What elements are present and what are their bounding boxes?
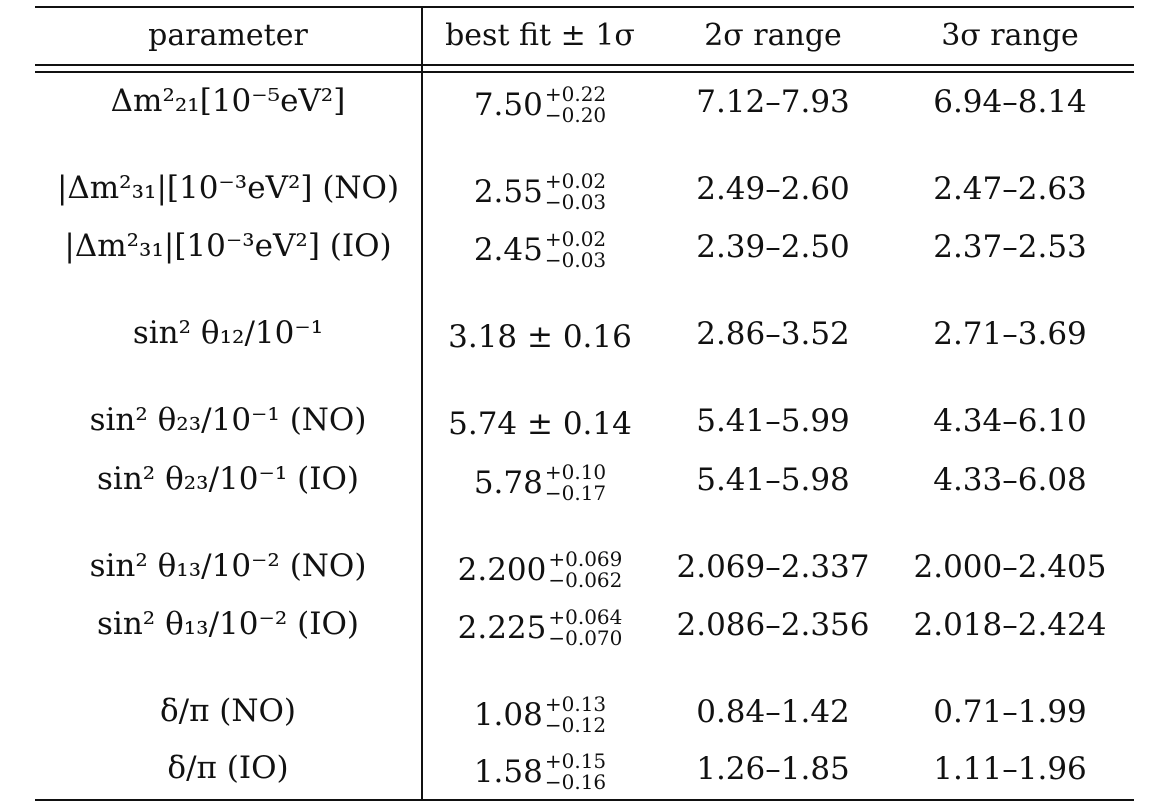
row-best-fit: 3.18 ± 0.16	[448, 313, 632, 357]
header-rule-1	[35, 64, 1134, 66]
best-fit-value: 1.08	[473, 696, 543, 733]
row-3sigma-range: 4.34–6.10	[933, 403, 1087, 439]
uncertainty-minus: −0.17	[544, 480, 607, 505]
uncertainty: +0.13 −0.12	[544, 691, 607, 737]
best-fit-value: 1.58	[473, 753, 543, 790]
uncertainty: +0.22 −0.20	[544, 81, 607, 127]
uncertainty-plus: +0.02	[544, 226, 607, 251]
best-fit-value: 2.55	[473, 173, 543, 210]
uncertainty-minus: −0.062	[548, 567, 623, 592]
row-parameter-label: Δm²₂₁[10⁻⁵eV²]	[110, 83, 346, 119]
row-parameter-label: sin² θ₁₂/10⁻¹	[132, 315, 324, 351]
row-2sigma-range: 2.49–2.60	[696, 171, 850, 207]
row-3sigma-range: 1.11–1.96	[933, 751, 1087, 787]
uncertainty-plus: +0.10	[544, 459, 607, 484]
header-2sigma-range: 2σ range	[704, 18, 842, 53]
bottom-rule	[35, 799, 1134, 801]
uncertainty-minus: −0.070	[548, 625, 623, 650]
header-3sigma-range: 3σ range	[941, 18, 1079, 53]
row-best-fit: 2.45 +0.02 −0.03	[474, 226, 606, 270]
row-best-fit: 2.55 +0.02 −0.03	[474, 168, 606, 212]
uncertainty: +0.15 −0.16	[544, 748, 607, 794]
uncertainty: +0.10 −0.17	[544, 459, 607, 505]
row-2sigma-range: 7.12–7.93	[696, 84, 850, 120]
row-best-fit: 7.50 +0.22 −0.20	[474, 81, 606, 125]
uncertainty-minus: −0.03	[544, 247, 607, 272]
row-3sigma-range: 2.018–2.424	[913, 607, 1107, 643]
row-parameter-label: |Δm²₃₁|[10⁻³eV²] (NO)	[56, 170, 400, 206]
row-parameter-label: sin² θ₂₃/10⁻¹ (IO)	[97, 461, 359, 497]
row-3sigma-range: 6.94–8.14	[933, 84, 1087, 120]
row-parameter-label: |Δm²₃₁|[10⁻³eV²] (IO)	[64, 228, 392, 264]
uncertainty-minus: −0.16	[544, 769, 607, 794]
row-2sigma-range: 5.41–5.98	[696, 462, 850, 498]
row-2sigma-range: 5.41–5.99	[696, 403, 850, 439]
row-2sigma-range: 2.86–3.52	[696, 316, 850, 352]
best-fit-value: 5.74 ± 0.14	[448, 405, 632, 442]
best-fit-value: 7.50	[473, 86, 543, 123]
row-parameter-label: δ/π (IO)	[167, 750, 289, 786]
uncertainty-minus: −0.20	[544, 102, 607, 127]
uncertainty-plus: +0.064	[548, 604, 623, 629]
row-3sigma-range: 2.000–2.405	[913, 549, 1107, 585]
best-fit-value: 3.18 ± 0.16	[448, 318, 632, 355]
header-rule-2	[35, 71, 1134, 73]
uncertainty-plus: +0.02	[544, 168, 607, 193]
uncertainty-plus: +0.069	[548, 546, 623, 571]
uncertainty-minus: −0.12	[544, 712, 607, 737]
uncertainty: +0.02 −0.03	[544, 226, 607, 272]
row-best-fit: 2.200 +0.069 −0.062	[458, 546, 623, 590]
header-best-fit: best fit ± 1σ	[445, 18, 635, 53]
column-divider	[421, 6, 423, 801]
row-2sigma-range: 1.26–1.85	[696, 751, 850, 787]
row-3sigma-range: 2.47–2.63	[933, 171, 1087, 207]
uncertainty-plus: +0.13	[544, 691, 607, 716]
row-3sigma-range: 4.33–6.08	[933, 462, 1087, 498]
row-best-fit: 1.58 +0.15 −0.16	[474, 748, 606, 792]
row-best-fit: 5.78 +0.10 −0.17	[474, 459, 606, 503]
uncertainty-minus: −0.03	[544, 189, 607, 214]
row-best-fit: 1.08 +0.13 −0.12	[474, 691, 606, 735]
best-fit-value: 2.225	[457, 609, 547, 646]
row-parameter-label: δ/π (NO)	[159, 693, 297, 729]
row-2sigma-range: 2.39–2.50	[696, 229, 850, 265]
uncertainty-plus: +0.22	[544, 81, 607, 106]
row-parameter-label: sin² θ₁₃/10⁻² (IO)	[97, 606, 359, 642]
top-rule	[35, 6, 1134, 8]
best-fit-value: 2.45	[473, 231, 543, 268]
row-best-fit: 2.225 +0.064 −0.070	[458, 604, 623, 648]
header-parameter: parameter	[148, 18, 308, 53]
uncertainty: +0.064 −0.070	[548, 604, 623, 650]
row-3sigma-range: 0.71–1.99	[933, 694, 1087, 730]
row-3sigma-range: 2.37–2.53	[933, 229, 1087, 265]
row-parameter-label: sin² θ₂₃/10⁻¹ (NO)	[89, 402, 367, 438]
row-3sigma-range: 2.71–3.69	[933, 316, 1087, 352]
best-fit-value: 2.200	[457, 551, 547, 588]
row-2sigma-range: 0.84–1.42	[696, 694, 850, 730]
row-best-fit: 5.74 ± 0.14	[448, 400, 632, 444]
uncertainty: +0.069 −0.062	[548, 546, 623, 592]
row-parameter-label: sin² θ₁₃/10⁻² (NO)	[89, 548, 367, 584]
row-2sigma-range: 2.086–2.356	[676, 607, 870, 643]
row-2sigma-range: 2.069–2.337	[676, 549, 870, 585]
best-fit-value: 5.78	[473, 464, 543, 501]
uncertainty: +0.02 −0.03	[544, 168, 607, 214]
uncertainty-plus: +0.15	[544, 748, 607, 773]
